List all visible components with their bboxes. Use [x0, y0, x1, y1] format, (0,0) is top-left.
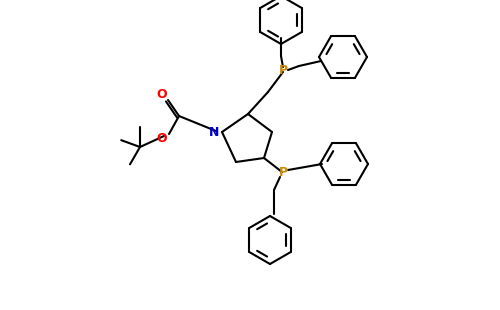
- Text: N: N: [209, 126, 219, 139]
- Text: P: P: [278, 64, 287, 78]
- Text: P: P: [278, 166, 287, 179]
- Text: O: O: [156, 87, 168, 100]
- Text: O: O: [156, 131, 168, 144]
